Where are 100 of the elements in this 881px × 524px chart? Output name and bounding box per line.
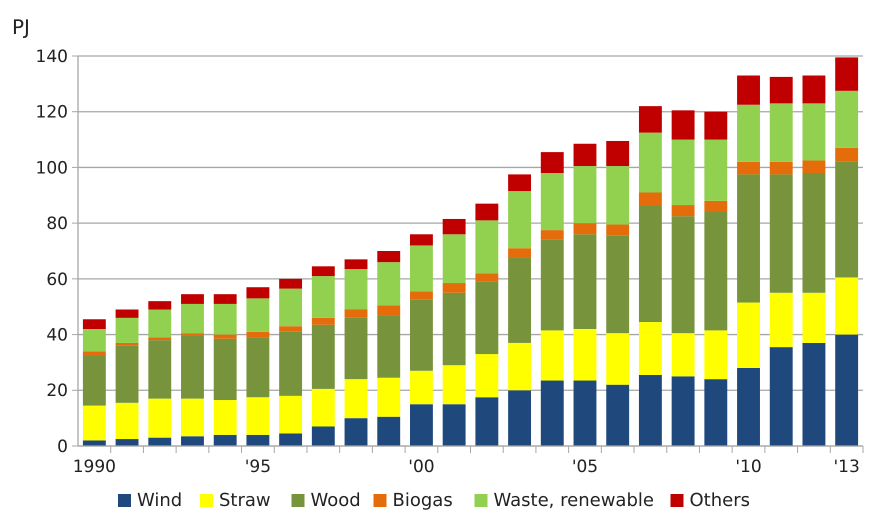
y-tick-label: 100 bbox=[36, 158, 68, 178]
bar bbox=[540, 230, 564, 240]
bar bbox=[116, 402, 139, 440]
bar bbox=[638, 132, 662, 192]
bar bbox=[606, 140, 630, 166]
legend-label: Biogas bbox=[392, 490, 453, 511]
bar bbox=[540, 380, 564, 446]
bar bbox=[508, 390, 532, 446]
bar bbox=[704, 112, 728, 140]
bar bbox=[377, 262, 400, 306]
bar bbox=[574, 166, 596, 224]
bar bbox=[835, 57, 858, 91]
bar bbox=[672, 110, 695, 140]
bar bbox=[672, 140, 695, 206]
legend-label: Wood bbox=[310, 490, 361, 511]
bar bbox=[410, 245, 433, 292]
bar bbox=[737, 302, 760, 368]
bar bbox=[770, 76, 793, 104]
bar bbox=[116, 346, 139, 403]
bar bbox=[279, 332, 302, 396]
bar bbox=[770, 347, 793, 446]
bar bbox=[508, 258, 532, 343]
bar bbox=[82, 406, 106, 440]
bar bbox=[442, 365, 466, 404]
bar bbox=[574, 144, 596, 166]
bar bbox=[770, 162, 793, 174]
bar bbox=[344, 318, 368, 380]
bar bbox=[835, 90, 858, 148]
x-tick-label: '95 bbox=[244, 457, 272, 477]
x-tick-label: '10 bbox=[735, 457, 762, 477]
bar bbox=[442, 218, 466, 234]
bar bbox=[82, 440, 106, 446]
bar bbox=[672, 205, 695, 216]
bar bbox=[82, 351, 106, 356]
bar bbox=[475, 204, 498, 220]
x-tick-label: '00 bbox=[408, 457, 435, 477]
bar bbox=[835, 334, 858, 446]
bar bbox=[704, 379, 728, 446]
bar bbox=[312, 276, 335, 318]
bar bbox=[410, 291, 433, 300]
bar bbox=[442, 404, 466, 446]
bar bbox=[116, 342, 139, 346]
bar bbox=[606, 384, 630, 446]
bar bbox=[638, 374, 662, 446]
bar bbox=[246, 298, 270, 332]
y-axis-title: PJ bbox=[12, 15, 30, 39]
bar bbox=[704, 330, 728, 380]
bar bbox=[835, 162, 858, 278]
bar bbox=[737, 368, 760, 446]
bar bbox=[475, 273, 498, 282]
bar bbox=[246, 332, 270, 338]
bar bbox=[802, 160, 826, 173]
bar bbox=[377, 416, 400, 446]
bar bbox=[344, 269, 368, 310]
bar bbox=[214, 434, 237, 446]
bar bbox=[574, 234, 596, 329]
bar bbox=[181, 436, 204, 446]
y-tick-label: 120 bbox=[36, 102, 68, 123]
bar bbox=[475, 282, 498, 354]
legend-label: Others bbox=[690, 490, 750, 511]
bar bbox=[802, 292, 826, 343]
bar bbox=[312, 318, 335, 325]
bar bbox=[704, 140, 728, 201]
bar bbox=[82, 329, 106, 352]
bar bbox=[279, 278, 302, 289]
bar bbox=[574, 329, 596, 381]
bar bbox=[82, 319, 106, 329]
bar bbox=[737, 174, 760, 303]
bar bbox=[770, 292, 793, 348]
y-tick-label: 80 bbox=[46, 214, 68, 234]
bar bbox=[540, 330, 564, 381]
bar bbox=[214, 294, 237, 304]
y-tick-label: 40 bbox=[46, 326, 68, 346]
bar bbox=[835, 148, 858, 162]
bar bbox=[770, 174, 793, 293]
bar bbox=[802, 342, 826, 446]
bar bbox=[279, 326, 302, 332]
bar bbox=[638, 192, 662, 206]
bar bbox=[540, 240, 564, 330]
legend-label: Wind bbox=[137, 490, 182, 511]
bar bbox=[410, 234, 433, 246]
bar bbox=[770, 103, 793, 162]
bar bbox=[475, 354, 498, 398]
bar bbox=[508, 248, 532, 258]
bar bbox=[638, 106, 662, 133]
bar bbox=[508, 342, 532, 390]
bar bbox=[312, 388, 335, 426]
bar bbox=[312, 426, 335, 446]
bar bbox=[442, 283, 466, 293]
y-tick-label: 20 bbox=[46, 381, 68, 402]
bar bbox=[672, 216, 695, 334]
bar bbox=[475, 397, 498, 446]
bar bbox=[672, 333, 695, 376]
bar bbox=[181, 398, 204, 436]
bar bbox=[246, 287, 270, 298]
bar bbox=[181, 304, 204, 334]
bar bbox=[312, 266, 335, 276]
bar bbox=[442, 234, 466, 284]
bar bbox=[246, 434, 270, 446]
bar bbox=[442, 292, 466, 366]
